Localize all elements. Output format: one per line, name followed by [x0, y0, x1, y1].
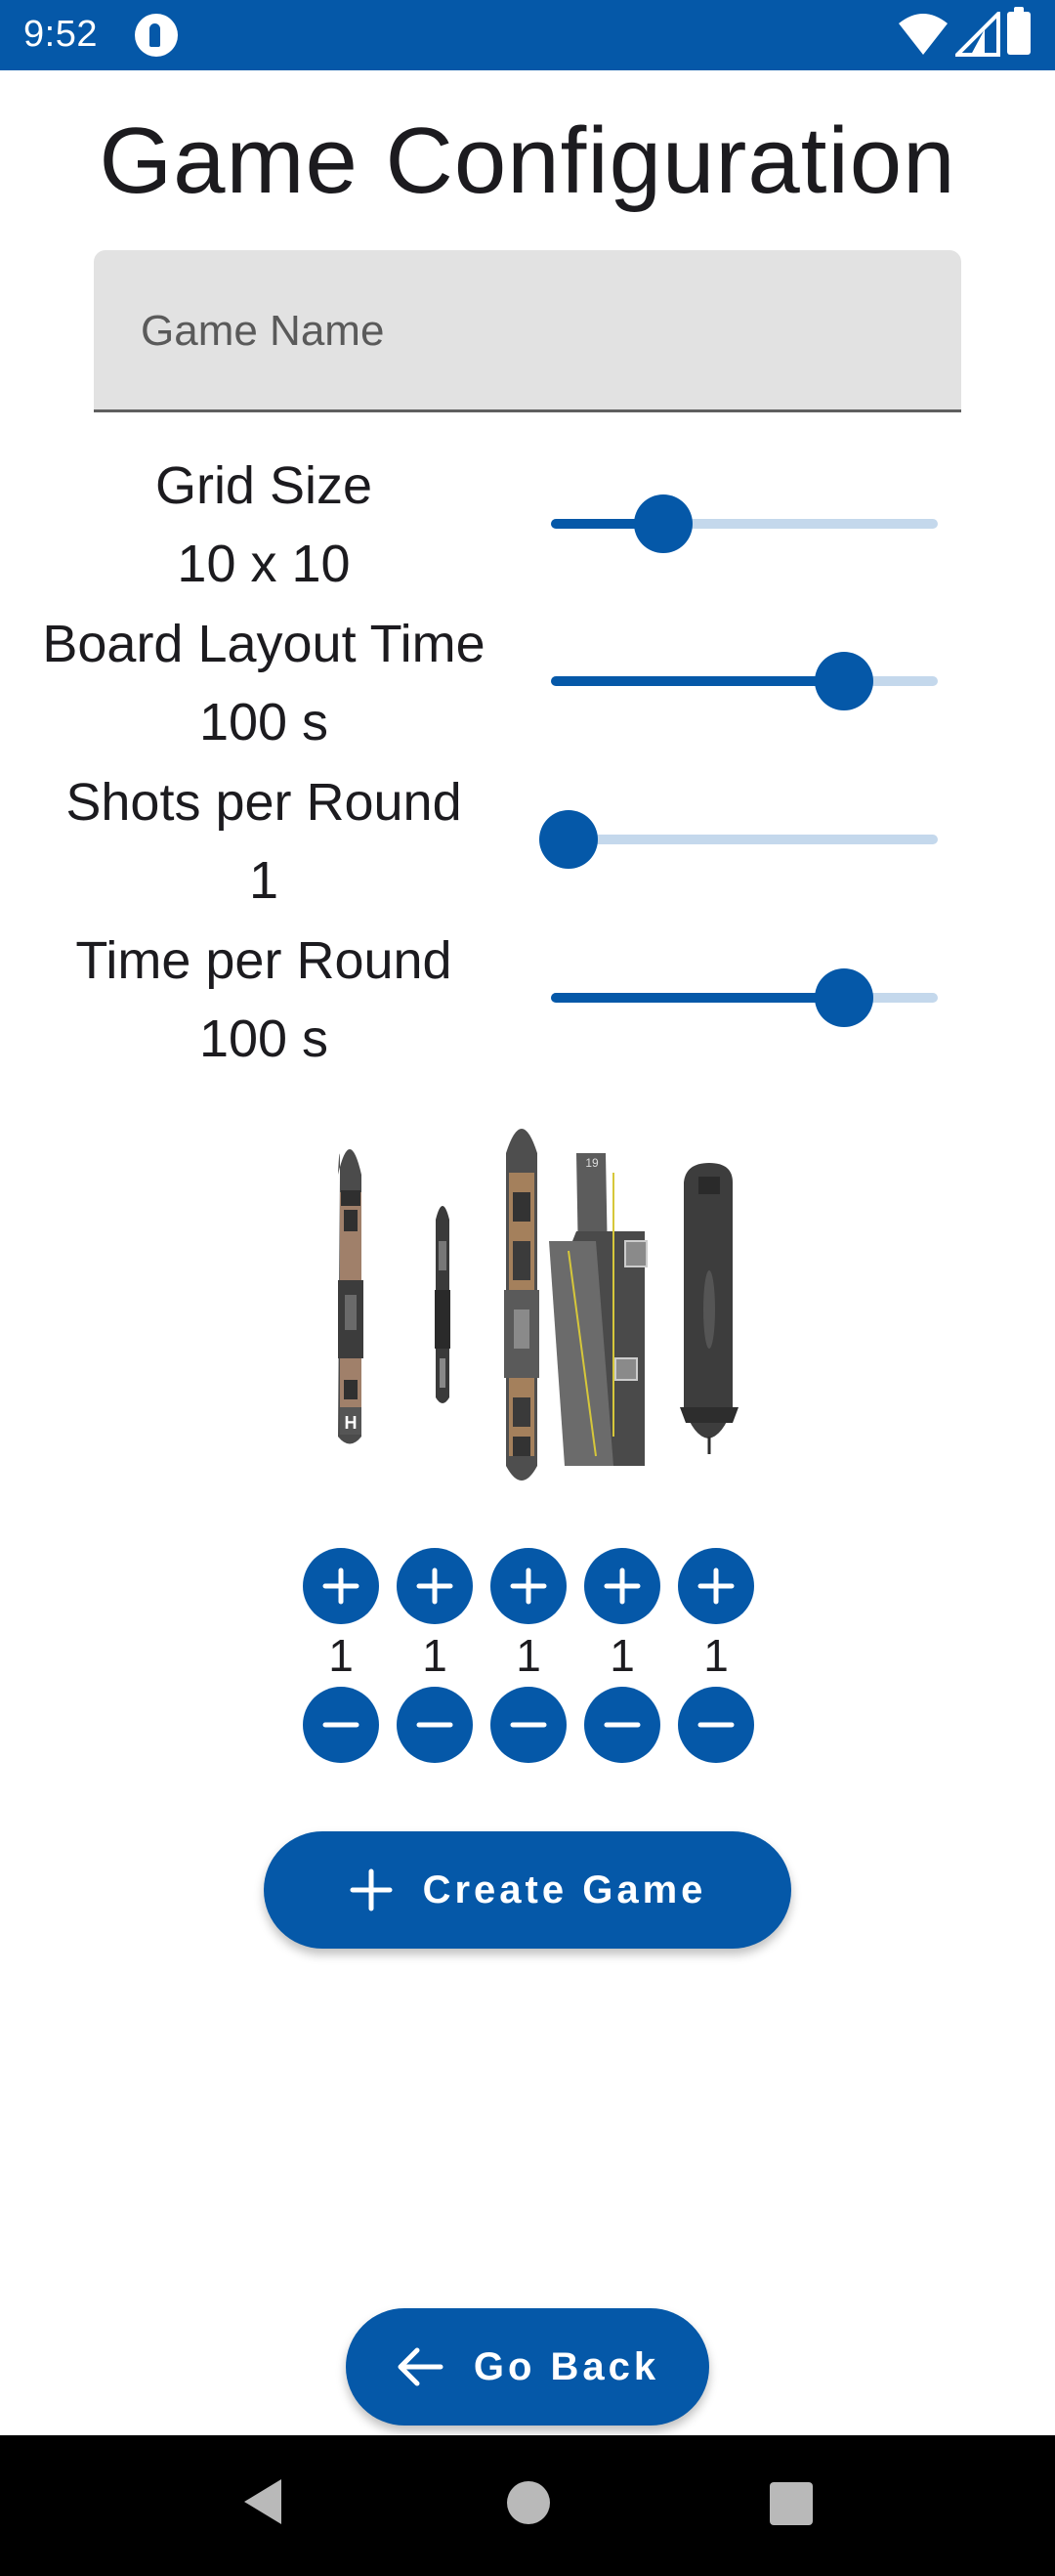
status-time: 9:52: [23, 14, 98, 56]
plus-icon: [415, 1567, 454, 1606]
plus-icon: [321, 1567, 360, 1606]
slider-thumb[interactable]: [815, 968, 873, 1027]
grid-size-slider[interactable]: [551, 493, 938, 555]
destroyer-ship: H: [338, 1149, 363, 1444]
increase-submarine-button[interactable]: [678, 1548, 754, 1624]
arrow-back-icon: [396, 2344, 444, 2389]
minus-icon: [415, 1705, 454, 1744]
go-back-button[interactable]: Go Back: [346, 2308, 709, 2426]
battleship-count: 1: [490, 1626, 567, 1685]
plus-icon: [696, 1567, 736, 1606]
shots-per-round-value: 1: [0, 841, 528, 920]
shots-per-round-label: Shots per Round: [0, 763, 528, 841]
system-navigation-bar: [0, 2435, 1055, 2576]
app-notification-icon: [135, 14, 178, 57]
wifi-icon: [899, 12, 948, 57]
grid-size-label: Grid Size: [0, 447, 528, 525]
time-per-round-label: Time per Round: [0, 922, 528, 1000]
create-game-button[interactable]: Create Game: [264, 1831, 791, 1949]
slider-active-track: [551, 993, 844, 1003]
slider-thumb[interactable]: [539, 810, 598, 869]
game-name-input[interactable]: [141, 297, 912, 365]
plus-icon: [349, 1868, 394, 1912]
decrease-destroyer-button[interactable]: [303, 1687, 379, 1763]
patrol-boat-count: 1: [397, 1626, 473, 1685]
increase-destroyer-button[interactable]: [303, 1548, 379, 1624]
board-layout-time-label: Board Layout Time: [0, 605, 528, 683]
minus-icon: [321, 1705, 360, 1744]
time-per-round-value: 100 s: [0, 1000, 528, 1078]
slider-track: [551, 835, 938, 844]
decrease-submarine-button[interactable]: [678, 1687, 754, 1763]
slider-active-track: [551, 676, 844, 686]
page-title: Game Configuration: [0, 107, 1055, 215]
create-game-label: Create Game: [423, 1868, 707, 1912]
shots-per-round-slider[interactable]: [551, 808, 938, 871]
aircraft-carrier-ship: 19: [549, 1153, 647, 1466]
board-layout-time-value: 100 s: [0, 683, 528, 761]
patrol-boat-ship: [435, 1206, 450, 1403]
increase-aircraft-carrier-button[interactable]: [584, 1548, 660, 1624]
minus-icon: [603, 1705, 642, 1744]
decrease-aircraft-carrier-button[interactable]: [584, 1687, 660, 1763]
submarine-count: 1: [678, 1626, 754, 1685]
aircraft-carrier-count: 1: [584, 1626, 660, 1685]
grid-size-value: 10 x 10: [0, 525, 528, 603]
increase-patrol-boat-button[interactable]: [397, 1548, 473, 1624]
increase-battleship-button[interactable]: [490, 1548, 567, 1624]
minus-icon: [509, 1705, 548, 1744]
slider-thumb[interactable]: [815, 652, 873, 710]
status-bar: 9:52: [0, 0, 1055, 70]
minus-icon: [696, 1705, 736, 1744]
game-name-field[interactable]: [94, 250, 961, 412]
slider-thumb[interactable]: [634, 494, 693, 553]
decrease-patrol-boat-button[interactable]: [397, 1687, 473, 1763]
plus-icon: [603, 1567, 642, 1606]
nav-home-icon[interactable]: [507, 2481, 550, 2524]
plus-icon: [509, 1567, 548, 1606]
decrease-battleship-button[interactable]: [490, 1687, 567, 1763]
destroyer-count: 1: [303, 1626, 379, 1685]
battery-icon: [1007, 12, 1031, 55]
submarine-ship: [680, 1163, 738, 1454]
ships-image: H 19: [303, 1114, 752, 1505]
go-back-label: Go Back: [474, 2345, 659, 2389]
nav-recents-icon[interactable]: [770, 2482, 813, 2525]
time-per-round-slider[interactable]: [551, 966, 938, 1029]
svg-text:H: H: [345, 1413, 358, 1433]
signal-icon: [955, 12, 1000, 57]
svg-text:19: 19: [585, 1156, 599, 1170]
battleship-ship: [504, 1129, 539, 1481]
nav-back-icon[interactable]: [240, 2476, 285, 2527]
board-layout-time-slider[interactable]: [551, 650, 938, 712]
